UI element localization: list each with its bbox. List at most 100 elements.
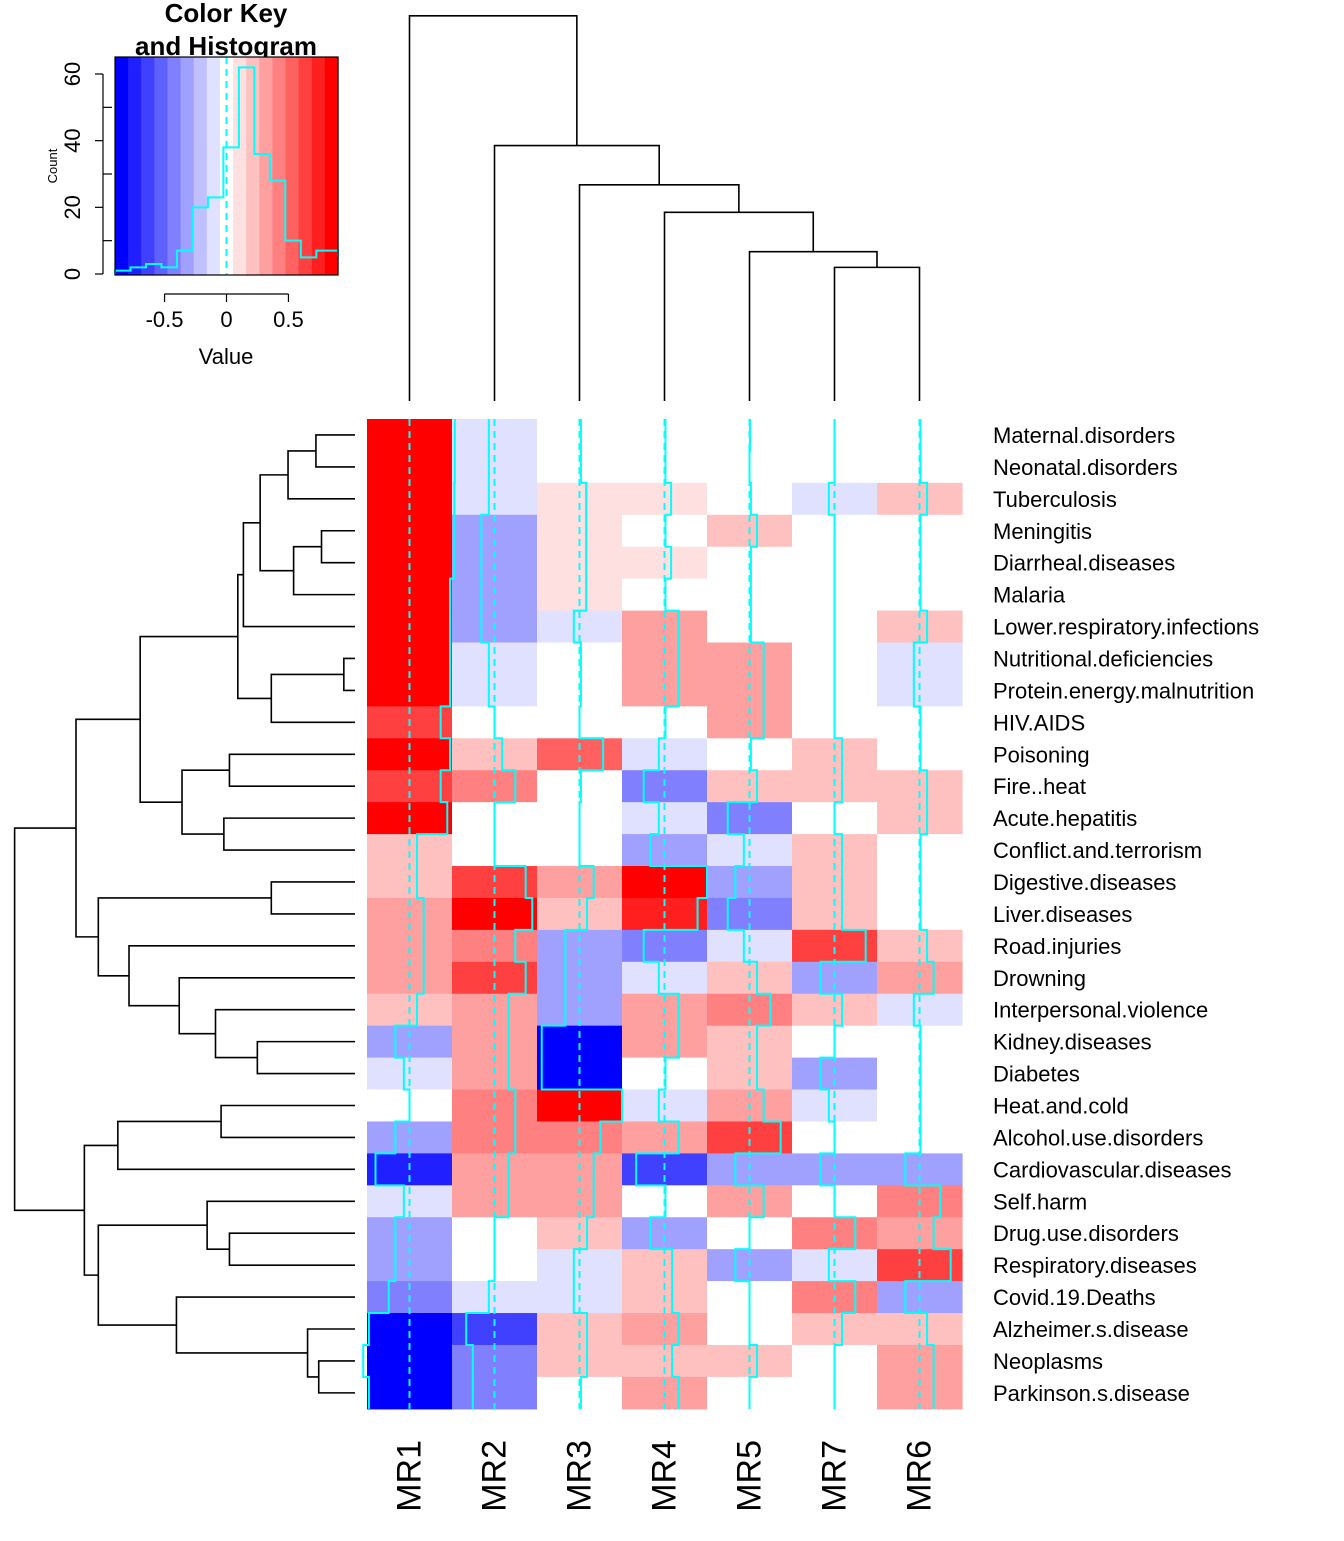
- row-label: Nutritional.deficiencies: [993, 646, 1213, 671]
- dendrogram-branch: [292, 545, 355, 596]
- row-label: Meningitis: [993, 519, 1092, 544]
- dendrogram-branch: [287, 450, 355, 500]
- row-label: Respiratory.diseases: [993, 1253, 1197, 1278]
- row-label: Interpersonal.violence: [993, 998, 1208, 1023]
- heatmap-cell: [537, 929, 623, 963]
- row-label: Alzheimer.s.disease: [993, 1317, 1189, 1342]
- dendrogram-branch: [320, 529, 355, 564]
- row-label: Neoplasms: [993, 1349, 1103, 1374]
- heatmap-cell: [537, 482, 623, 516]
- heatmap-cell: [367, 674, 453, 707]
- heatmap-cell: [452, 674, 538, 707]
- dendrogram-branch: [663, 211, 815, 401]
- heatmap-cell: [622, 1217, 708, 1250]
- heatmap-cell: [367, 1025, 453, 1059]
- heatmap-cell: [537, 1217, 623, 1250]
- dendrogram-branch: [117, 1120, 355, 1171]
- heatmap-cell: [622, 834, 708, 867]
- row-label: Covid.19.Deaths: [993, 1285, 1156, 1310]
- dendrogram-branch: [408, 15, 578, 401]
- row-label: Heat.and.cold: [993, 1093, 1129, 1118]
- heatmap-cell: [707, 834, 793, 867]
- color-key-swatch: [128, 57, 142, 275]
- color-key-swatch: [285, 57, 300, 275]
- trace-line: [540, 419, 623, 1409]
- row-label: Conflict.and.terrorism: [993, 838, 1202, 863]
- row-label: HIV.AIDS: [993, 710, 1085, 735]
- heatmap-cell: [877, 482, 963, 516]
- heatmap-cell: [367, 929, 453, 963]
- dendrogram-branch: [578, 184, 740, 401]
- heatmap-cell: [877, 1217, 963, 1250]
- dendrogram-branch: [214, 1008, 355, 1059]
- heatmap-cell: [877, 929, 963, 963]
- color-key-ylabel: Count: [45, 148, 60, 183]
- column-label: MR5: [731, 1440, 769, 1512]
- row-label: Drug.use.disorders: [993, 1221, 1179, 1246]
- heatmap-cell: [707, 674, 793, 707]
- color-key-x-tick-label: 0: [220, 307, 232, 332]
- column-label: MR7: [816, 1440, 854, 1512]
- row-label: Acute.hepatitis: [993, 806, 1137, 831]
- dendrogram-branch: [83, 1144, 118, 1276]
- column-dendrogram: [408, 15, 921, 401]
- heatmap-cell: [622, 674, 708, 707]
- row-label: Diarrheal.diseases: [993, 551, 1175, 576]
- color-key-swatch: [298, 57, 313, 275]
- heatmap-cell: [367, 834, 453, 867]
- column-label: MR2: [476, 1440, 514, 1512]
- dendrogram-branch: [315, 434, 355, 468]
- color-key-swatch: [233, 57, 247, 275]
- trace-line: [465, 419, 534, 1409]
- heatmap-cell: [537, 1313, 623, 1346]
- color-key-y-tick-label: 60: [60, 62, 85, 86]
- dendrogram-branch: [223, 817, 355, 851]
- row-labels: Maternal.disorders Neonatal.disorders Tube…: [993, 423, 1259, 1406]
- heatmap-cell: [707, 929, 793, 963]
- row-label: Digestive.diseases: [993, 870, 1176, 895]
- heatmap-cell: [367, 578, 453, 612]
- dendrogram-branch: [220, 1104, 355, 1139]
- color-key-swatch: [324, 57, 339, 275]
- heatmap-cell: [367, 1121, 453, 1154]
- heatmap-cell: [367, 1217, 453, 1250]
- color-key-xlabel: Value: [199, 344, 254, 369]
- heatmap-cell: [537, 674, 623, 707]
- heatmap-cell: [452, 578, 538, 612]
- dendrogram-branch: [833, 266, 921, 401]
- row-label: Neonatal.disorders: [993, 455, 1178, 480]
- heatmap-cell: [537, 1025, 623, 1059]
- row-label: Liver.diseases: [993, 902, 1132, 927]
- color-key-y-tick-label: 0: [60, 268, 85, 280]
- heatmap-cell: [537, 1121, 623, 1154]
- heatmap-cell: [707, 1025, 793, 1059]
- heatmap-cell: [452, 482, 538, 516]
- color-key-swatch: [167, 57, 182, 275]
- dendrogram-branch: [139, 635, 238, 803]
- heatmap-cell: [367, 482, 453, 516]
- row-label: Maternal.disorders: [993, 423, 1175, 448]
- trace-line: [904, 419, 952, 1409]
- column-label: MR3: [561, 1440, 599, 1512]
- trace-line: [635, 419, 708, 1409]
- color-key-swatch: [259, 57, 274, 275]
- color-key-swatch: [272, 57, 287, 275]
- dendrogram-branch: [97, 897, 272, 977]
- dendrogram-branch: [178, 976, 355, 1035]
- dendrogram-branch: [270, 673, 355, 724]
- heatmap-cell: [792, 834, 878, 867]
- color-key-histogram: [114, 66, 339, 274]
- column-label: MR1: [391, 1440, 429, 1512]
- heatmap-cell: [537, 578, 623, 612]
- row-label: Road.injuries: [993, 934, 1121, 959]
- heatmap-cell: [622, 482, 708, 516]
- color-key-swatch: [154, 57, 169, 275]
- row-label: Protein.energy.malnutrition: [993, 678, 1254, 703]
- row-label: Tuberculosis: [993, 487, 1117, 512]
- row-label: Self.harm: [993, 1189, 1087, 1214]
- color-key-swatch: [246, 57, 260, 275]
- heatmap-cell: [877, 674, 963, 707]
- heatmap-cell: [622, 929, 708, 963]
- color-key: Color Key and Histogram Value Count -0.5…: [45, 0, 339, 369]
